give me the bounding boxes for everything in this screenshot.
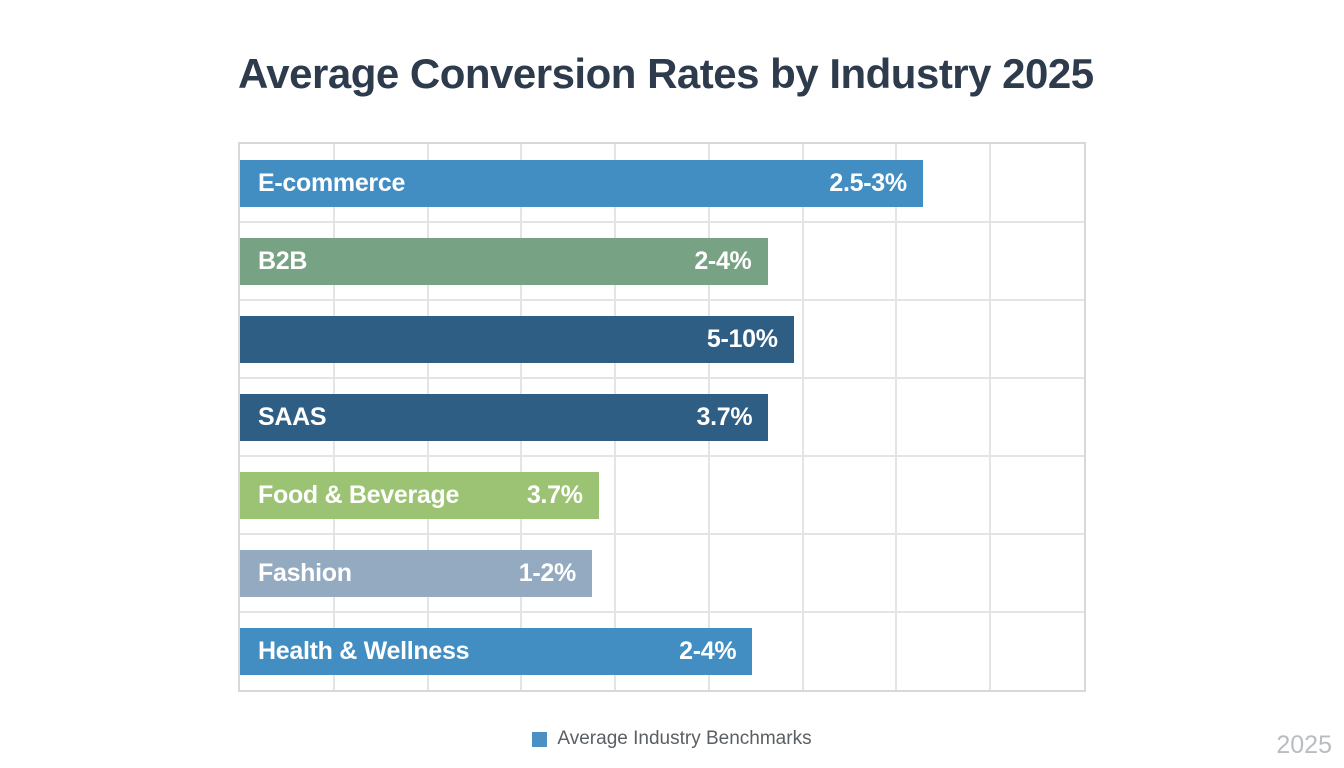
bar-label: B2B	[258, 246, 308, 275]
plot-area: E-commerce 2.5-3% B2B 2-4% 5-10% SAAS 3.7% Food…	[238, 142, 1086, 692]
vertical-gridline	[895, 144, 898, 690]
bar-label: SAAS	[258, 402, 327, 431]
watermark: 2025	[1276, 731, 1332, 759]
bar-value: 3.7%	[526, 480, 583, 509]
bar-saas: SAAS 3.7%	[240, 393, 769, 441]
legend: Average Industry Benchmarks	[0, 728, 1344, 750]
bar-food-beverage: Food & Beverage 3.7%	[240, 471, 599, 519]
legend-swatch-icon	[532, 731, 548, 747]
horizontal-gridline	[240, 377, 1084, 379]
bar-health-wellness: Health & Wellness 2-4%	[240, 627, 753, 675]
legend-label: Average Industry Benchmarks	[557, 728, 812, 749]
bar-label: Health & Wellness	[258, 636, 470, 665]
bar-value: 5-10%	[706, 324, 778, 353]
horizontal-gridline	[240, 299, 1084, 301]
vertical-gridline	[989, 144, 992, 690]
bar-unlabeled: 5-10%	[240, 315, 794, 363]
chart-title: Average Conversion Rates by Industry 202…	[238, 50, 1094, 97]
bar-e-commerce: E-commerce 2.5-3%	[240, 159, 923, 207]
bar-label: Food & Beverage	[258, 480, 460, 509]
bar-b2b: B2B 2-4%	[240, 237, 768, 285]
bar-fashion: Fashion 1-2%	[240, 549, 592, 597]
bar-value: 1-2%	[518, 558, 576, 587]
bar-value: 2-4%	[679, 636, 737, 665]
bar-value: 3.7%	[696, 402, 753, 431]
bar-value: 2-4%	[694, 246, 752, 275]
horizontal-gridline	[240, 455, 1084, 457]
horizontal-gridline	[240, 533, 1084, 535]
horizontal-gridline	[240, 611, 1084, 613]
vertical-gridline	[801, 144, 804, 690]
bar-value: 2.5-3%	[829, 168, 907, 197]
bar-label: Fashion	[258, 558, 352, 587]
bar-label: E-commerce	[258, 168, 406, 197]
horizontal-gridline	[240, 221, 1084, 223]
